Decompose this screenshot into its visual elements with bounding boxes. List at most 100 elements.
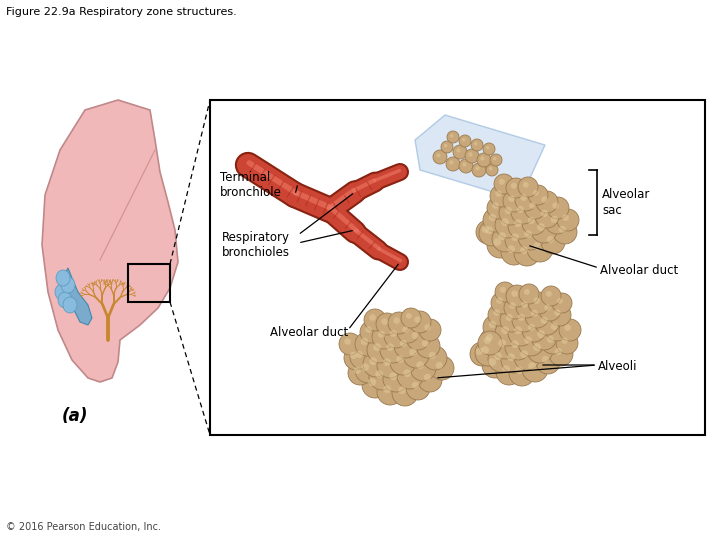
Circle shape — [539, 299, 561, 321]
Circle shape — [409, 348, 417, 356]
Circle shape — [546, 336, 554, 343]
Circle shape — [456, 148, 461, 153]
Ellipse shape — [63, 297, 77, 313]
Circle shape — [441, 141, 453, 153]
Circle shape — [361, 338, 368, 345]
Circle shape — [522, 211, 546, 235]
Circle shape — [499, 201, 523, 225]
Circle shape — [514, 344, 540, 370]
Circle shape — [493, 157, 497, 160]
Circle shape — [557, 209, 579, 231]
Circle shape — [477, 153, 491, 167]
Bar — [128, 264, 170, 302]
Circle shape — [378, 331, 385, 338]
Circle shape — [492, 226, 518, 252]
Circle shape — [541, 210, 548, 217]
Circle shape — [475, 340, 501, 366]
Text: © 2016 Pearson Education, Inc.: © 2016 Pearson Education, Inc. — [6, 522, 161, 532]
Circle shape — [505, 227, 531, 253]
Circle shape — [372, 325, 396, 349]
Circle shape — [390, 372, 397, 380]
Circle shape — [472, 163, 486, 177]
Circle shape — [393, 318, 400, 324]
Text: Alveolar
sac: Alveolar sac — [602, 188, 650, 217]
Circle shape — [535, 204, 559, 228]
Circle shape — [495, 212, 521, 238]
Circle shape — [465, 149, 479, 163]
Circle shape — [377, 379, 403, 405]
Circle shape — [390, 349, 416, 375]
Circle shape — [504, 297, 526, 319]
Circle shape — [514, 219, 522, 227]
Circle shape — [360, 321, 382, 343]
Circle shape — [521, 301, 528, 308]
Circle shape — [552, 293, 572, 313]
Circle shape — [545, 317, 569, 341]
Circle shape — [508, 320, 534, 346]
Circle shape — [546, 236, 554, 243]
Circle shape — [509, 302, 516, 309]
Circle shape — [536, 350, 560, 374]
Circle shape — [468, 152, 472, 157]
Circle shape — [557, 298, 563, 304]
Circle shape — [459, 159, 473, 173]
Circle shape — [424, 374, 431, 381]
Circle shape — [551, 323, 558, 330]
Circle shape — [493, 309, 500, 316]
Circle shape — [406, 326, 430, 350]
Circle shape — [481, 346, 489, 354]
Circle shape — [403, 369, 411, 377]
Circle shape — [416, 361, 424, 369]
Circle shape — [361, 363, 369, 371]
Circle shape — [521, 350, 528, 358]
Circle shape — [547, 197, 569, 219]
Circle shape — [541, 196, 548, 203]
Circle shape — [489, 321, 496, 328]
Circle shape — [383, 358, 391, 366]
Circle shape — [511, 200, 535, 224]
Circle shape — [369, 357, 377, 365]
Circle shape — [429, 352, 436, 359]
Circle shape — [528, 362, 536, 370]
Circle shape — [528, 292, 550, 314]
Circle shape — [562, 214, 569, 221]
Circle shape — [495, 282, 515, 302]
Circle shape — [489, 214, 496, 221]
Circle shape — [523, 289, 530, 295]
Circle shape — [524, 336, 532, 344]
Circle shape — [496, 359, 522, 385]
Circle shape — [488, 346, 514, 372]
Circle shape — [394, 334, 418, 358]
Circle shape — [480, 157, 485, 160]
Circle shape — [514, 240, 540, 266]
Circle shape — [527, 236, 553, 262]
Circle shape — [537, 223, 545, 231]
Circle shape — [564, 325, 571, 331]
Circle shape — [508, 195, 515, 202]
Circle shape — [501, 326, 509, 334]
Circle shape — [492, 333, 518, 359]
Circle shape — [474, 142, 477, 145]
Circle shape — [505, 207, 512, 214]
Circle shape — [499, 179, 505, 185]
Circle shape — [544, 304, 551, 311]
Circle shape — [498, 339, 506, 347]
Circle shape — [444, 144, 448, 147]
Circle shape — [409, 311, 431, 333]
Circle shape — [412, 382, 419, 389]
Circle shape — [397, 363, 423, 389]
Circle shape — [488, 358, 496, 366]
Circle shape — [518, 330, 544, 356]
Circle shape — [491, 292, 513, 314]
Circle shape — [377, 352, 403, 378]
Circle shape — [459, 135, 471, 147]
Circle shape — [476, 220, 500, 244]
Circle shape — [519, 284, 539, 304]
Circle shape — [495, 190, 502, 197]
Circle shape — [488, 304, 510, 326]
Circle shape — [505, 314, 513, 321]
Circle shape — [529, 202, 536, 209]
Ellipse shape — [61, 277, 75, 293]
Circle shape — [509, 360, 535, 386]
Circle shape — [541, 356, 549, 363]
